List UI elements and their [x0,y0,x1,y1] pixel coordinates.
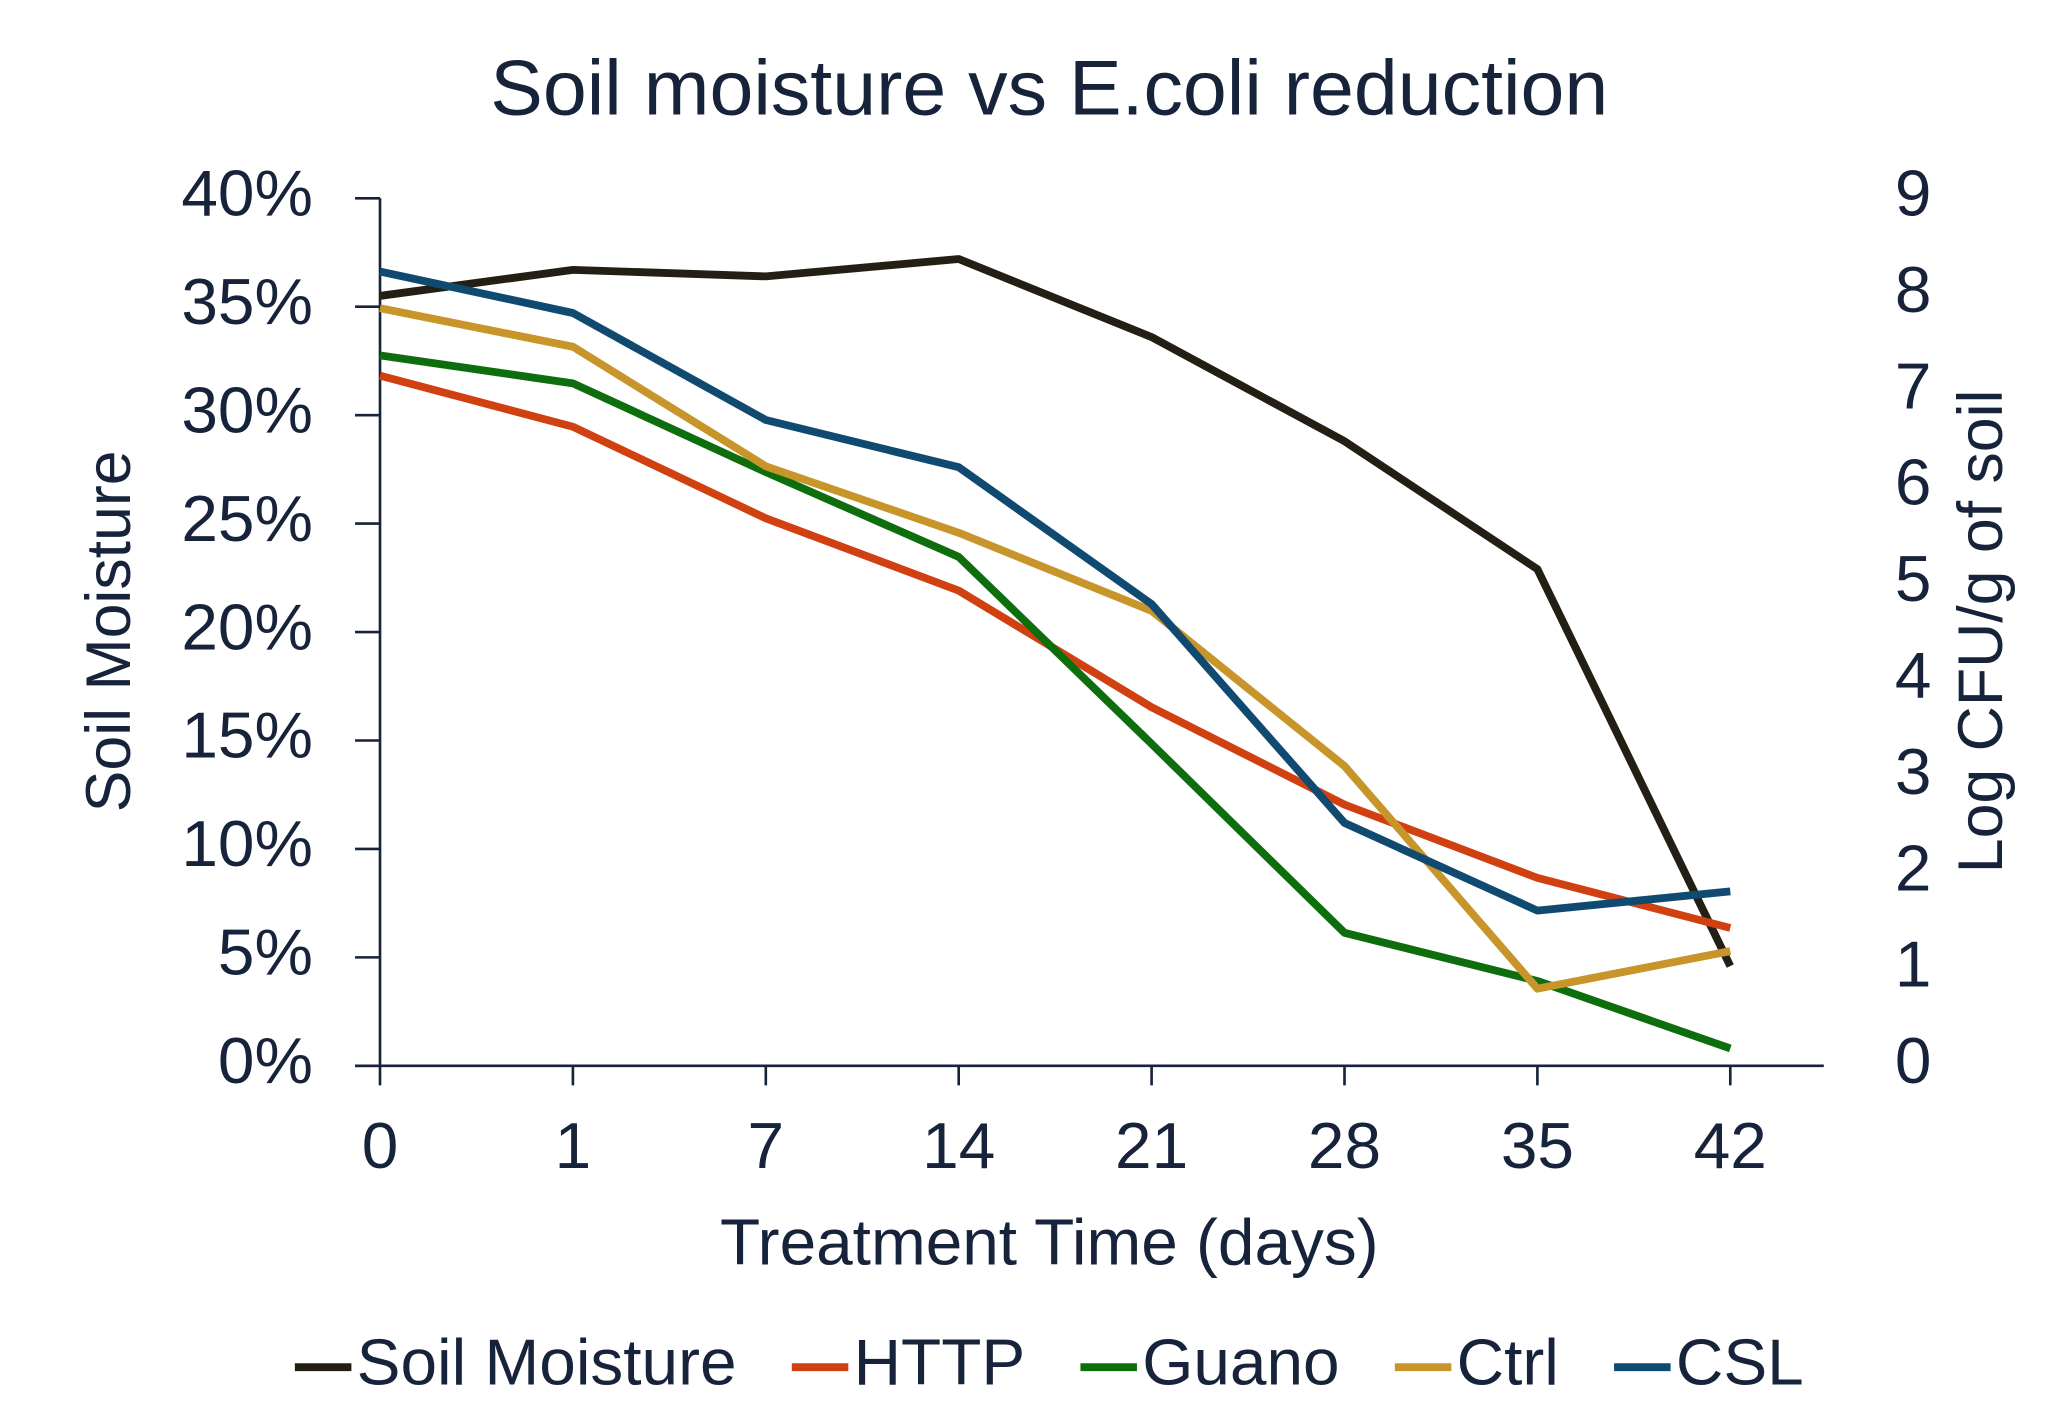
y-tick-label: 20% [181,591,313,664]
series-line [379,351,1732,1053]
y2-tick-label: 6 [1895,446,1932,519]
y-tick-label: 30% [181,374,313,447]
y2-tick-label: 1 [1895,928,1932,1001]
x-tick-label: 1 [555,1109,592,1182]
x-tick-label: 7 [748,1109,785,1182]
x-tick-label: 21 [1115,1109,1188,1182]
series-line [379,255,1734,968]
legend-label: Guano [1142,1326,1339,1399]
legend-label: Soil Moisture [357,1326,737,1399]
x-tick-label: 28 [1308,1109,1381,1182]
y-tick-label: 0% [218,1024,313,1097]
y-tick-label: 15% [181,699,313,772]
y-tick-label: 10% [181,807,313,880]
y2-tick-label: 3 [1895,735,1932,808]
legend-label: Ctrl [1457,1326,1559,1399]
y2-tick-label: 4 [1895,639,1932,712]
x-axis-label: Treatment Time (days) [720,1206,1379,1279]
chart-title: Soil moisture vs E.coli reduction [490,44,1608,132]
x-tick-label: 42 [1694,1109,1767,1182]
y2-axis-label: Log CFU/g of soil [1946,390,2016,874]
y2-tick-label: 9 [1895,157,1932,230]
y-tick-label: 5% [218,916,313,989]
y2-tick-label: 2 [1895,831,1932,904]
y2-tick-label: 0 [1895,1024,1932,1097]
y2-tick-label: 8 [1895,253,1932,326]
legend-label: HTTP [854,1326,1026,1399]
x-tick-label: 35 [1501,1109,1574,1182]
y-axis-label: Soil Moisture [74,450,144,812]
y2-tick-label: 7 [1895,350,1932,423]
x-tick-label: 14 [922,1109,995,1182]
series-line [379,267,1731,915]
y2-tick-label: 5 [1895,542,1932,615]
y-tick-label: 40% [181,157,313,230]
series-line [379,304,1732,993]
x-tick-label: 0 [362,1109,399,1182]
y-tick-label: 25% [181,482,313,555]
y-tick-label: 35% [181,265,313,338]
legend-label: CSL [1676,1326,1804,1399]
